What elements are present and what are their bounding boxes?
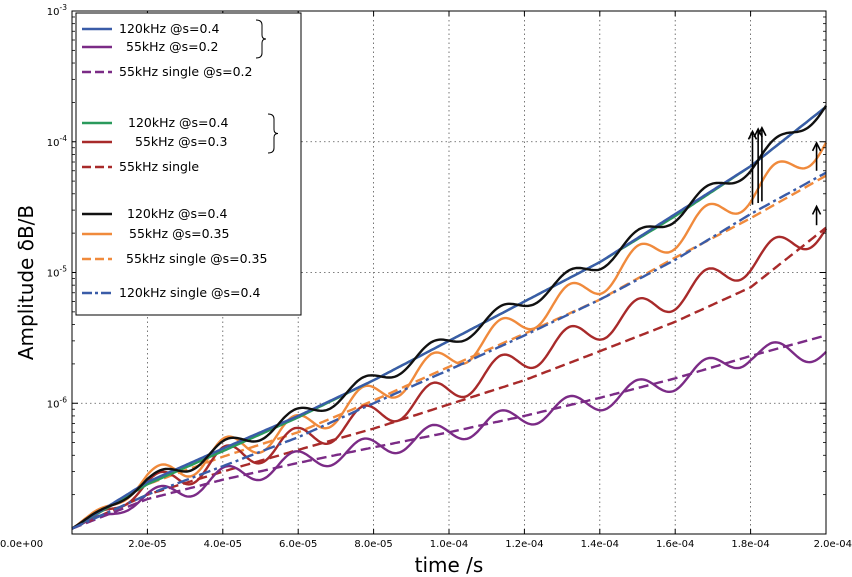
legend-label: 55kHz single @s=0.35 [126,251,267,266]
x-tick-label: 1.4e-04 [581,539,619,550]
legend-label: 120kHz @s=0.4 [128,115,228,130]
legend-brace [267,113,279,154]
y-tick-label: 10-3 [47,3,67,18]
series-line [71,341,827,530]
growth-arrows [747,125,822,226]
legend: 120kHz @s=0.4 55kHz @s=0.2 55kHz single @s=… [75,12,302,316]
series-line [71,142,828,530]
x-tick-label: 2.0e-04 [814,539,852,550]
legend-label: 55kHz single @s=0.2 [119,64,252,79]
x-tick-label: 0.0e+00 [0,539,43,550]
growth-arrow-head [811,141,822,152]
legend-label: 55kHz @s=0.3 [135,134,227,149]
legend-label: 120kHz single @s=0.4 [119,285,260,300]
x-axis-label: time /s [415,553,484,577]
y-tick-label: 10-5 [47,265,67,280]
x-axis-ticks: 0.0e+00 2.0e-05 4.0e-05 6.0e-05 8.0e-05 1.0e-… [0,11,852,550]
series-line [71,227,828,530]
x-tick-label: 1.0e-04 [430,539,468,550]
legend-box [75,12,302,316]
legend-label: 55kHz single [119,159,199,174]
growth-arrow-head [753,127,763,138]
x-tick-label: 2.0e-05 [128,539,166,550]
legend-label: 55kHz @s=0.35 [129,226,229,241]
x-tick-label: 8.0e-05 [354,539,392,550]
series-line [71,105,828,530]
growth-arrow-head [757,125,767,137]
y-tick-label: 10-4 [47,134,67,149]
series-lines [71,105,828,530]
y-tick-label: 10-6 [47,395,67,410]
x-tick-label: 4.0e-05 [204,539,242,550]
x-tick-label: 1.2e-04 [505,539,543,550]
legend-brace [255,19,267,59]
legend-label: 55kHz @s=0.2 [126,39,218,54]
growth-arrow-head [811,204,822,215]
y-axis-label: Amplitude δB/B [14,205,38,360]
series-line [71,171,827,530]
y-axis-ticks: 10-3 10-4 10-5 10-6 [47,3,826,496]
legend-label: 120kHz @s=0.4 [119,21,219,36]
x-tick-label: 1.6e-04 [656,539,694,550]
legend-label: 120kHz @s=0.4 [127,206,227,221]
x-tick-label: 6.0e-05 [279,539,317,550]
x-tick-label: 1.8e-04 [731,539,769,550]
